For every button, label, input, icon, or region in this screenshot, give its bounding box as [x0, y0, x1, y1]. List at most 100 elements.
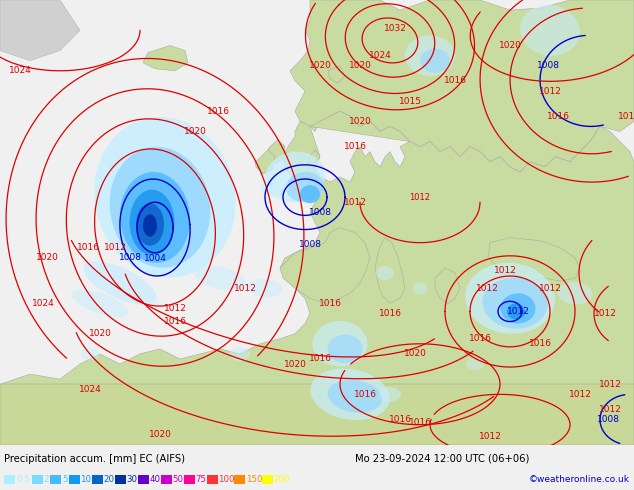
Ellipse shape — [120, 172, 190, 263]
Polygon shape — [290, 0, 634, 172]
Bar — [32, 475, 42, 484]
Polygon shape — [268, 140, 285, 164]
Polygon shape — [0, 0, 80, 61]
Text: 20: 20 — [103, 475, 115, 484]
Ellipse shape — [247, 279, 283, 297]
Bar — [183, 475, 195, 484]
Bar — [261, 475, 273, 484]
Text: 1016: 1016 — [389, 415, 411, 424]
Text: 1015: 1015 — [399, 97, 422, 106]
Text: 2: 2 — [44, 475, 49, 484]
Text: 1024: 1024 — [368, 51, 391, 60]
Polygon shape — [328, 66, 345, 83]
Text: 1020: 1020 — [184, 127, 207, 136]
Text: ©weatheronline.co.uk: ©weatheronline.co.uk — [529, 475, 630, 484]
Text: 30: 30 — [127, 475, 138, 484]
Text: 1020: 1020 — [283, 360, 306, 368]
Text: 1008: 1008 — [299, 240, 321, 249]
Ellipse shape — [507, 303, 525, 319]
Text: 1012: 1012 — [538, 87, 562, 96]
Text: 40: 40 — [150, 475, 160, 484]
Text: 1020: 1020 — [309, 61, 332, 70]
Text: 1008: 1008 — [536, 61, 559, 70]
Bar — [68, 475, 79, 484]
Ellipse shape — [557, 282, 592, 304]
Ellipse shape — [328, 335, 363, 363]
Ellipse shape — [420, 49, 450, 73]
Text: 1008: 1008 — [119, 253, 141, 262]
Text: 1012: 1012 — [507, 307, 529, 316]
Text: 1012: 1012 — [344, 198, 366, 207]
Text: 1020: 1020 — [148, 430, 171, 440]
Text: 1012: 1012 — [233, 284, 256, 293]
Text: 10: 10 — [81, 475, 91, 484]
Bar — [207, 475, 217, 484]
Text: 1024: 1024 — [32, 299, 55, 308]
Text: 50: 50 — [172, 475, 183, 484]
Text: Precipitation accum. [mm] EC (AIFS): Precipitation accum. [mm] EC (AIFS) — [4, 454, 185, 464]
Text: 1024: 1024 — [79, 385, 101, 394]
Text: 1020: 1020 — [349, 61, 372, 70]
Text: 1012: 1012 — [593, 309, 616, 318]
Text: Mo 23-09-2024 12:00 UTC (06+06): Mo 23-09-2024 12:00 UTC (06+06) — [355, 454, 529, 464]
Text: 1012: 1012 — [569, 390, 592, 399]
Ellipse shape — [195, 266, 245, 290]
Ellipse shape — [286, 172, 324, 202]
Text: 1032: 1032 — [384, 24, 406, 33]
Ellipse shape — [482, 278, 547, 329]
Bar — [115, 475, 126, 484]
Polygon shape — [280, 227, 370, 303]
Text: 200: 200 — [273, 475, 290, 484]
Text: 1016: 1016 — [469, 334, 491, 343]
Text: 1016: 1016 — [378, 309, 401, 318]
Text: 1020: 1020 — [349, 117, 372, 126]
Ellipse shape — [328, 380, 382, 413]
Text: 1024: 1024 — [9, 66, 31, 75]
Text: 100: 100 — [219, 475, 235, 484]
Text: 1020: 1020 — [89, 329, 112, 338]
Text: 1016: 1016 — [618, 112, 634, 121]
Polygon shape — [488, 238, 580, 281]
Ellipse shape — [81, 348, 99, 360]
Ellipse shape — [110, 147, 210, 268]
Text: 1016: 1016 — [354, 390, 377, 399]
Text: 1012: 1012 — [598, 380, 621, 389]
Polygon shape — [375, 238, 405, 303]
Ellipse shape — [136, 203, 164, 245]
Polygon shape — [255, 149, 275, 174]
Ellipse shape — [300, 185, 320, 203]
Text: 1012: 1012 — [493, 267, 517, 275]
Polygon shape — [143, 46, 188, 71]
Ellipse shape — [311, 368, 390, 420]
Polygon shape — [283, 122, 320, 182]
Text: 1020: 1020 — [36, 253, 58, 262]
Text: 1012: 1012 — [538, 284, 562, 293]
Bar — [50, 475, 61, 484]
Ellipse shape — [230, 347, 250, 361]
Text: 1016: 1016 — [444, 76, 467, 85]
Text: 1008: 1008 — [309, 208, 332, 217]
Ellipse shape — [379, 387, 401, 402]
Text: 1016: 1016 — [408, 418, 432, 427]
Text: 75: 75 — [195, 475, 207, 484]
Text: 1020: 1020 — [404, 349, 427, 358]
Text: 1016: 1016 — [547, 112, 569, 121]
Text: 1012: 1012 — [103, 243, 126, 252]
Ellipse shape — [405, 35, 455, 76]
Text: 1016: 1016 — [207, 107, 230, 116]
Polygon shape — [0, 111, 634, 445]
Text: 1016: 1016 — [529, 339, 552, 348]
Bar — [160, 475, 172, 484]
Text: 1012: 1012 — [476, 284, 498, 293]
Text: 1016: 1016 — [344, 142, 366, 151]
Ellipse shape — [143, 214, 157, 237]
Ellipse shape — [94, 117, 236, 277]
Text: 1012: 1012 — [164, 304, 186, 313]
Ellipse shape — [72, 289, 129, 318]
Ellipse shape — [466, 358, 484, 370]
Text: 0.5: 0.5 — [16, 475, 30, 484]
Text: 1016: 1016 — [318, 299, 342, 308]
Ellipse shape — [500, 293, 536, 323]
Ellipse shape — [83, 261, 157, 305]
Bar — [4, 475, 15, 484]
